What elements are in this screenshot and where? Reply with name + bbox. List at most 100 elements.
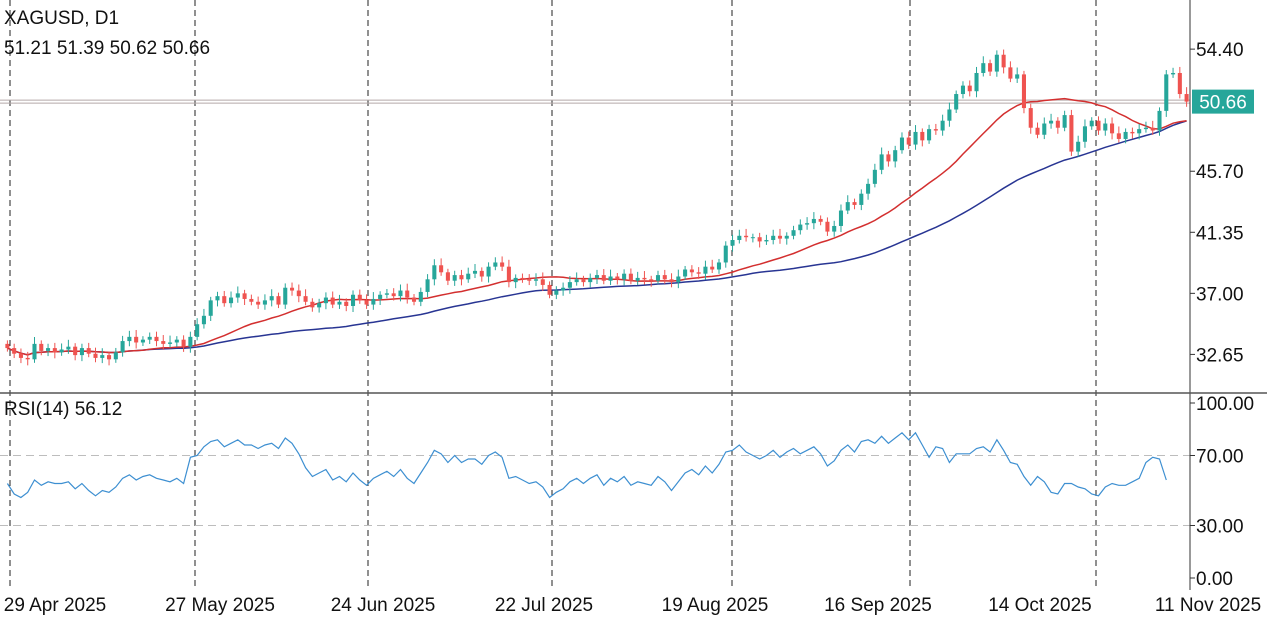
price-panel [0,49,1190,366]
candle-body [500,262,505,267]
candle-body [710,266,715,270]
candle-body [201,315,206,325]
candle-body [513,277,518,283]
candle-body [669,279,674,283]
candle-body [120,341,125,353]
rsi-tick-label: 70.00 [1196,447,1244,468]
candle-body [615,276,620,280]
candle-body [1055,120,1060,128]
candle-body [350,294,356,306]
x-tick-label: 22 Jul 2025 [495,595,593,616]
candle-body [249,298,254,302]
current-price-badge [1192,89,1254,114]
candle-body [1069,115,1074,152]
candle-body [459,275,464,280]
candle-body [378,294,383,299]
candle-body [425,279,430,292]
candle-body [1049,120,1054,124]
candle-body [466,273,471,280]
candle-body [1184,94,1189,102]
fast-moving-average-line [7,97,1187,356]
candle-body [168,342,173,344]
candle-body [472,270,478,274]
candle-body [195,324,200,337]
candle-body [445,272,450,281]
candle-body [439,265,444,273]
candle-body [25,357,30,360]
candle-body [540,279,545,285]
candle-body [161,341,166,344]
candle-body [730,240,735,246]
candle-body [777,235,783,239]
candle-body [737,235,742,241]
candle-body [398,290,403,297]
y-tick-label: 32.65 [1196,345,1244,366]
candle-body [703,266,708,274]
candle-body [744,235,749,238]
rsi-label: RSI(14) 56.12 [4,399,123,420]
candle-body [1157,110,1162,131]
candle-body [825,221,830,232]
candle-body [588,277,593,283]
candle-body [879,154,884,170]
candle-body [899,137,905,151]
candle-body [1164,74,1169,111]
candle-body [947,109,952,121]
candle-body [12,348,17,354]
candle-body [838,210,844,226]
candle-body [1103,123,1108,131]
candle-body [554,290,559,295]
candle-body [486,266,491,277]
candle-body [1130,131,1135,134]
candle-body [337,301,342,305]
candle-body [520,277,525,280]
candle-body [866,183,871,194]
candle-body [276,296,281,305]
x-tick-label: 14 Oct 2025 [988,595,1092,616]
x-tick-label: 27 May 2025 [165,595,275,616]
symbol-title: XAGUSD, D1 [4,8,120,29]
candle-body [93,353,98,358]
candle-body [147,336,152,340]
candle-body [1143,127,1148,130]
candle-body [32,343,37,360]
candle-body [1082,126,1087,142]
x-tick-label: 11 Nov 2025 [1155,595,1261,616]
rsi-line [6,431,1167,499]
candle-body [872,169,877,184]
rsi-tick-label: 0.00 [1196,569,1233,590]
rsi-tick-label: 30.00 [1196,517,1244,538]
candle-body [886,154,891,162]
candle-body [215,296,220,301]
candle-body [594,275,600,278]
candle-body [188,336,193,347]
candle-body [1171,72,1176,75]
candle-body [1028,108,1033,128]
rsi-tick-label: 100.00 [1196,394,1254,415]
candle-body [811,218,816,224]
candle-body [364,300,369,305]
candle-body [635,277,640,281]
candle-body [967,85,972,92]
candle-body [229,297,234,304]
y-tick-label: 54.40 [1196,40,1244,61]
candle-body [927,129,932,141]
candle-body [581,279,586,283]
candle-body [994,54,999,72]
candle-body [1021,74,1026,109]
candle-body [608,276,613,281]
candle-body [5,343,10,349]
candle-body [628,273,633,281]
candle-body [757,237,762,242]
candle-body [411,297,417,302]
candle-body [1015,74,1020,79]
candle-body [1096,120,1101,131]
candle-body [181,339,186,347]
rsi-panel [0,431,1190,526]
candle-body [561,287,566,291]
candle-body [113,352,118,360]
candle-body [283,287,288,305]
slow-moving-average-line [7,120,1187,356]
